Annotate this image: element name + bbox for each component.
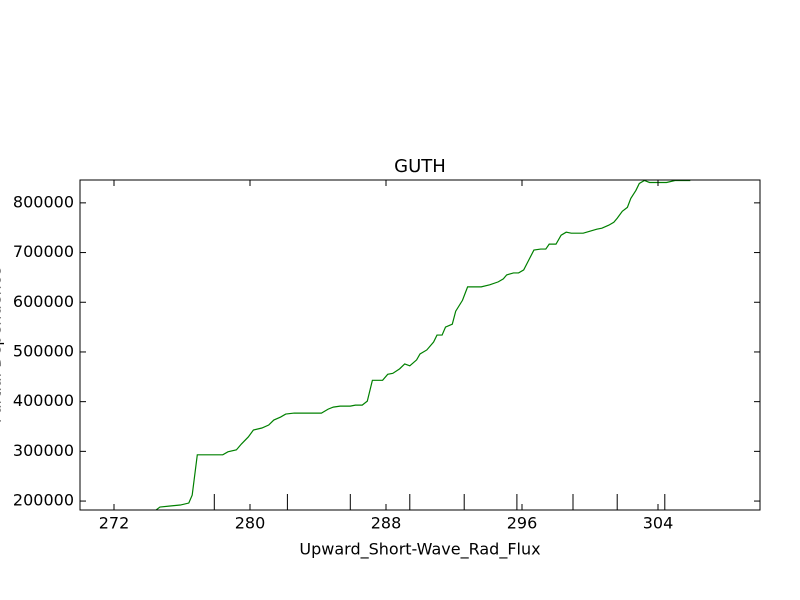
x-tick-label: 288 (371, 514, 402, 533)
y-tick-label: 600000 (13, 292, 74, 311)
y-tick-label: 800000 (13, 192, 74, 211)
y-tick-label: 400000 (13, 391, 74, 410)
x-axis-label: Upward_Short-Wave_Rad_Flux (299, 540, 540, 560)
x-tick-label: 280 (235, 514, 266, 533)
y-axis-label: Partial Dependence (0, 267, 5, 423)
y-tick-label: 300000 (13, 441, 74, 460)
line-series (155, 180, 691, 510)
axes-frame (79, 179, 761, 511)
chart-title: GUTH (394, 156, 446, 177)
y-tick-label: 500000 (13, 341, 74, 360)
y-tick-label: 200000 (13, 491, 74, 510)
x-tick-label: 304 (643, 514, 674, 533)
plot-area (155, 180, 691, 510)
x-tick-label: 272 (99, 514, 130, 533)
y-tick-label: 700000 (13, 242, 74, 261)
x-tick-label: 296 (507, 514, 538, 533)
